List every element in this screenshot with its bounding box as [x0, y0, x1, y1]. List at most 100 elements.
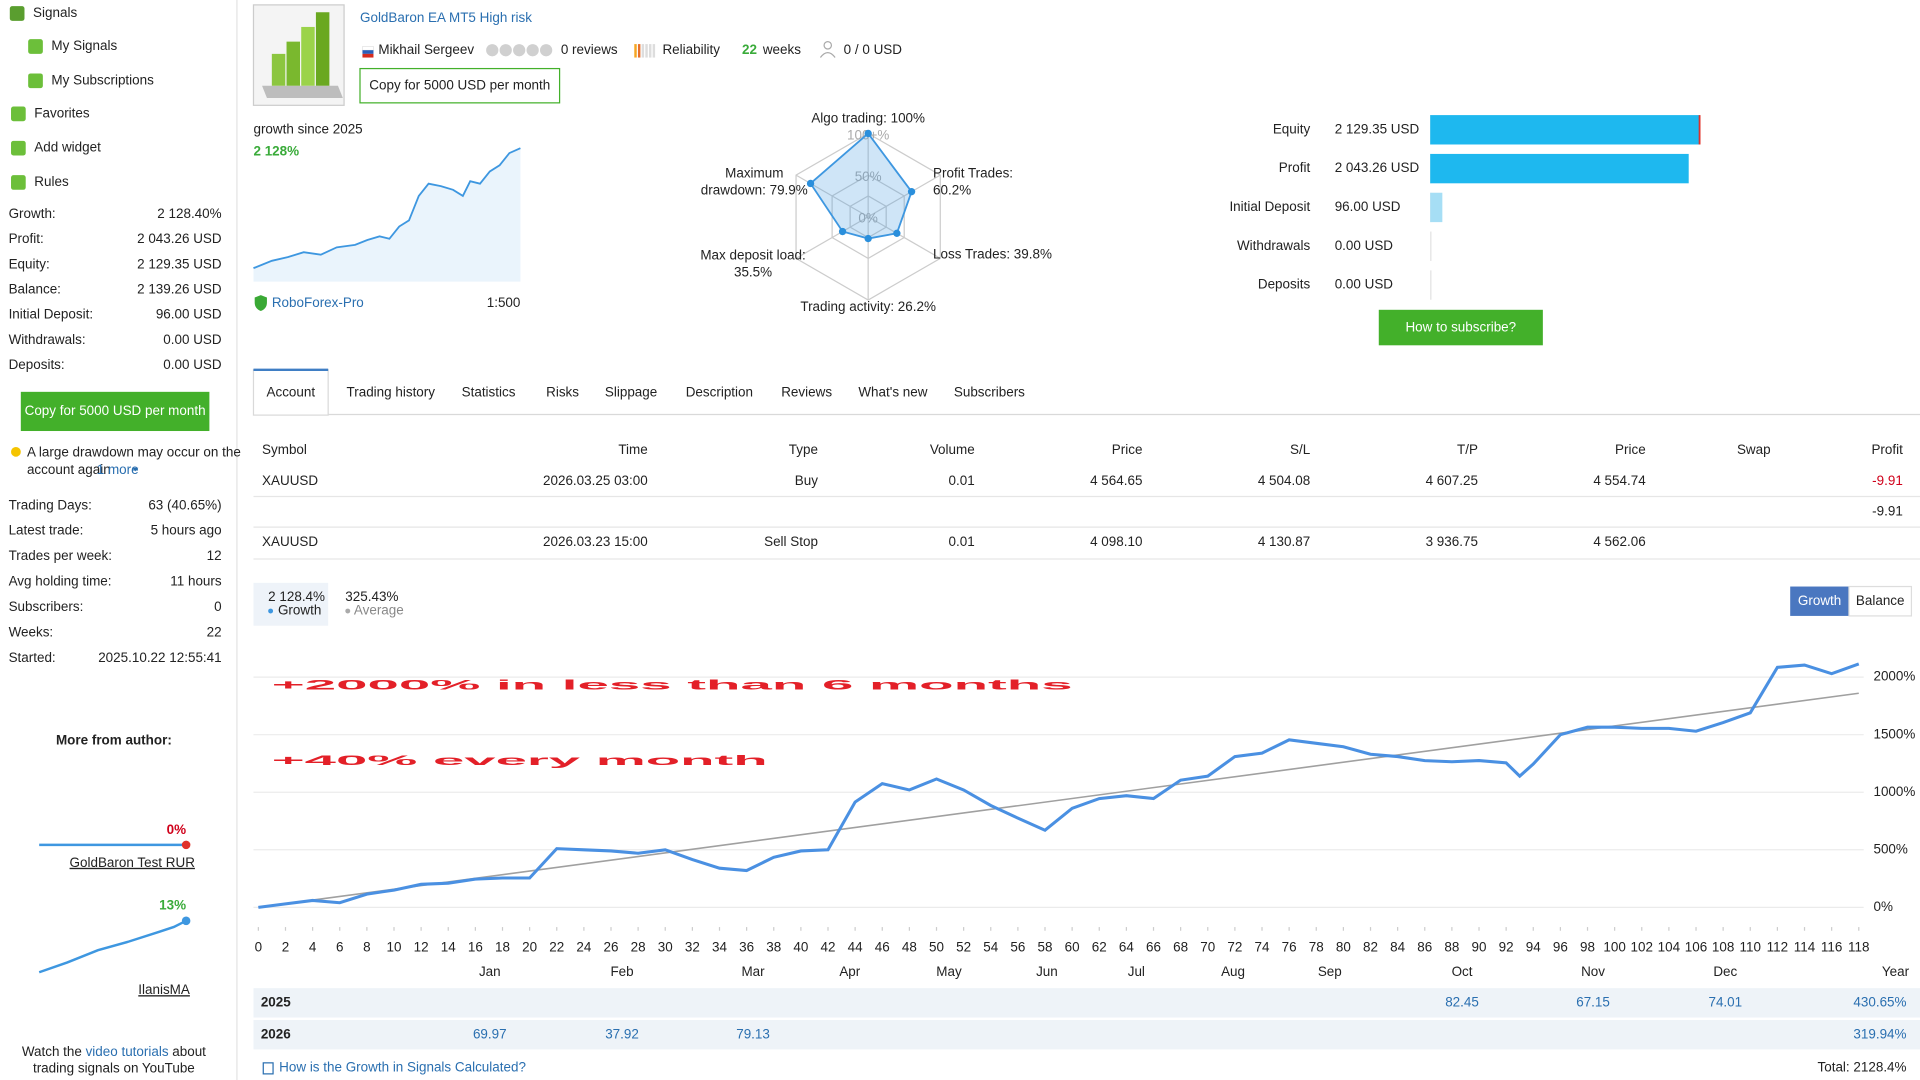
nav-item[interactable]: My Subscriptions [51, 72, 154, 87]
x-tick-label: 14 [441, 939, 456, 954]
nav-item[interactable]: Signals [33, 5, 77, 20]
x-tick-label: 10 [387, 939, 402, 954]
subscribe-button[interactable] [1378, 309, 1543, 346]
tab[interactable]: Statistics [462, 385, 516, 400]
stat-value: 0 [214, 599, 221, 614]
x-tick-label: 96 [1553, 939, 1568, 954]
balance-label: Profit [1279, 160, 1311, 175]
author-signal-name[interactable]: GoldBaron Test RUR [70, 855, 196, 870]
month-label: Sep [1318, 964, 1342, 979]
table-cell: 0.01 [949, 534, 975, 549]
radar-axis-label: 60.2% [933, 183, 971, 198]
x-tick-label: 54 [983, 939, 998, 954]
radar-point [838, 227, 847, 236]
summary-average: 325.43% [345, 589, 398, 604]
subscribers-icon [819, 41, 836, 58]
tab[interactable]: Trading history [347, 385, 436, 400]
summary-growth: 2 128.4% [268, 589, 325, 604]
tab[interactable]: What's new [858, 385, 927, 400]
author-name[interactable]: Mikhail Sergeev [378, 42, 474, 57]
balance-button[interactable] [1848, 585, 1913, 617]
nav-item[interactable]: Favorites [34, 105, 90, 120]
x-tick-label: 56 [1010, 939, 1025, 954]
help-link[interactable]: How is the Growth in Signals Calculated? [279, 1059, 526, 1074]
warning-more-link[interactable]: 1 more [97, 462, 139, 477]
copy-button[interactable] [20, 391, 210, 432]
month-label: Jan [479, 964, 501, 979]
broker-name[interactable]: RoboForex-Pro [272, 295, 364, 310]
subscribe-button-label[interactable]: How to subscribe? [1405, 320, 1516, 335]
table-header: S/L [1290, 442, 1311, 457]
radar-point [806, 179, 815, 188]
growth-button[interactable] [1790, 586, 1849, 616]
tab[interactable]: Description [686, 385, 753, 400]
nav-item[interactable]: My Signals [51, 38, 117, 53]
radar-axis-label: Max deposit load: [700, 247, 805, 262]
stat-value: 2 128.40% [157, 206, 221, 221]
balance-button-label[interactable]: Balance [1856, 593, 1905, 608]
table-header: Type [789, 442, 818, 457]
balance-bar [1430, 153, 1689, 184]
month-label: Year [1882, 964, 1910, 979]
x-tick-label: 94 [1526, 939, 1541, 954]
author-signal-name[interactable]: IlanisMA [138, 982, 190, 997]
table-cell: 4 564.65 [1090, 473, 1142, 488]
x-tick-label: 72 [1227, 939, 1242, 954]
tab[interactable]: Account [267, 385, 316, 400]
x-tick-label: 24 [576, 939, 591, 954]
tab[interactable]: Subscribers [954, 385, 1025, 400]
table-cell: 0.01 [949, 473, 975, 488]
stat-label: Trading Days: [9, 497, 92, 512]
tab[interactable]: Risks [546, 385, 579, 400]
radar-point [864, 234, 872, 243]
stat-value: 2025.10.22 12:55:41 [98, 650, 221, 665]
more-title: More from author: [56, 732, 172, 747]
radar-spoke [867, 216, 941, 259]
author-dot [181, 916, 191, 926]
balance-value: 0.00 USD [1335, 277, 1394, 292]
author-growth: 0% [167, 822, 186, 837]
warning-text: A large drawdown may occur on the [27, 445, 241, 460]
table-header: Swap [1737, 442, 1771, 457]
table-cell: XAUUSD [262, 473, 318, 488]
growth-sparkline-area [253, 148, 521, 282]
tab[interactable]: Reviews [781, 385, 832, 400]
balance-bar [1430, 115, 1700, 145]
stat-value: 96.00 USD [156, 307, 222, 322]
stat-label: Profit: [9, 231, 44, 246]
growth-label: growth since 2025 [253, 121, 362, 136]
radar-spoke [867, 174, 941, 218]
tab[interactable]: Slippage [605, 385, 657, 400]
x-tick-label: 60 [1065, 939, 1080, 954]
year-row-bg [253, 1020, 1920, 1050]
growth-button-label[interactable]: Growth [1798, 593, 1841, 608]
x-tick-label: 116 [1821, 939, 1842, 954]
signal-title: GoldBaron EA MT5 High risk [360, 10, 532, 25]
stat-value: 12 [207, 548, 222, 563]
nav-item[interactable]: Add widget [34, 140, 101, 155]
footer-link[interactable]: video tutorials [86, 1043, 169, 1058]
table-cell: Buy [795, 473, 818, 488]
growth-value: 2 128% [253, 143, 299, 158]
table-cell: -9.91 [1872, 473, 1903, 488]
copy-button-outline[interactable] [359, 67, 561, 104]
x-tick-label: 80 [1336, 939, 1351, 954]
x-tick-label: 52 [956, 939, 971, 954]
x-tick-label: 68 [1173, 939, 1188, 954]
month-label: Apr [839, 964, 860, 979]
table-header: Price [1112, 442, 1143, 457]
footer-text: trading signals on YouTube [33, 1061, 195, 1076]
reviews[interactable]: 0 reviews [561, 42, 618, 57]
balance-value: 2 043.26 USD [1335, 160, 1420, 175]
summary-average-label: Average [354, 603, 404, 618]
table-cell: 3 936.75 [1426, 534, 1478, 549]
copy-button-label[interactable]: Copy for 5000 USD per month [369, 77, 550, 92]
copy-button-label[interactable]: Copy for 5000 USD per month [25, 403, 206, 418]
balance-label: Deposits [1258, 277, 1311, 292]
month-label: Dec [1713, 964, 1737, 979]
stat-label: Latest trade: [9, 523, 84, 538]
nav-item[interactable]: Rules [34, 174, 69, 189]
table-cell: 4 554.74 [1593, 473, 1646, 488]
